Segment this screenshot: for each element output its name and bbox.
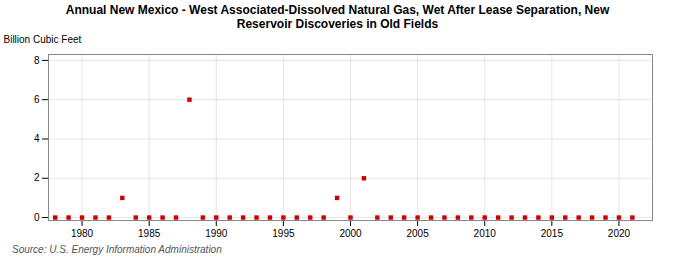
svg-text:2010: 2010 (474, 227, 497, 238)
svg-text:1980: 1980 (71, 227, 94, 238)
svg-text:6: 6 (34, 94, 40, 105)
svg-text:4: 4 (34, 133, 40, 144)
svg-text:2020: 2020 (608, 227, 631, 238)
svg-text:1985: 1985 (138, 227, 161, 238)
html-text:Annual New Mexico - West Assoc: Annual New Mexico - West Associated-Diss… (65, 3, 610, 32)
svg-text:2000: 2000 (339, 227, 362, 238)
svg-text:2: 2 (34, 172, 40, 183)
svg-text:1990: 1990 (205, 227, 228, 238)
html-text:Source: U.S. Energy Informatio: Source: U.S. Energy Information Administ… (12, 243, 222, 255)
svg-text:2015: 2015 (541, 227, 564, 238)
svg-text:2005: 2005 (406, 227, 429, 238)
svg-text:8: 8 (34, 54, 40, 65)
svg-text:1995: 1995 (272, 227, 295, 238)
svg-text:Billion Cubic Feet: Billion Cubic Feet (4, 33, 82, 44)
svg-text:0: 0 (34, 212, 40, 223)
